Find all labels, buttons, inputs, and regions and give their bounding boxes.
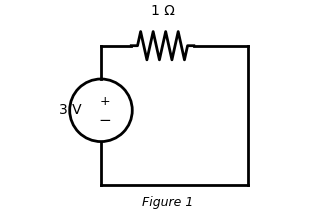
Text: 1 Ω: 1 Ω: [151, 4, 175, 18]
Text: −: −: [99, 113, 112, 128]
Text: +: +: [100, 95, 110, 108]
Text: Figure 1: Figure 1: [142, 196, 193, 209]
Text: 3 V: 3 V: [59, 103, 81, 117]
